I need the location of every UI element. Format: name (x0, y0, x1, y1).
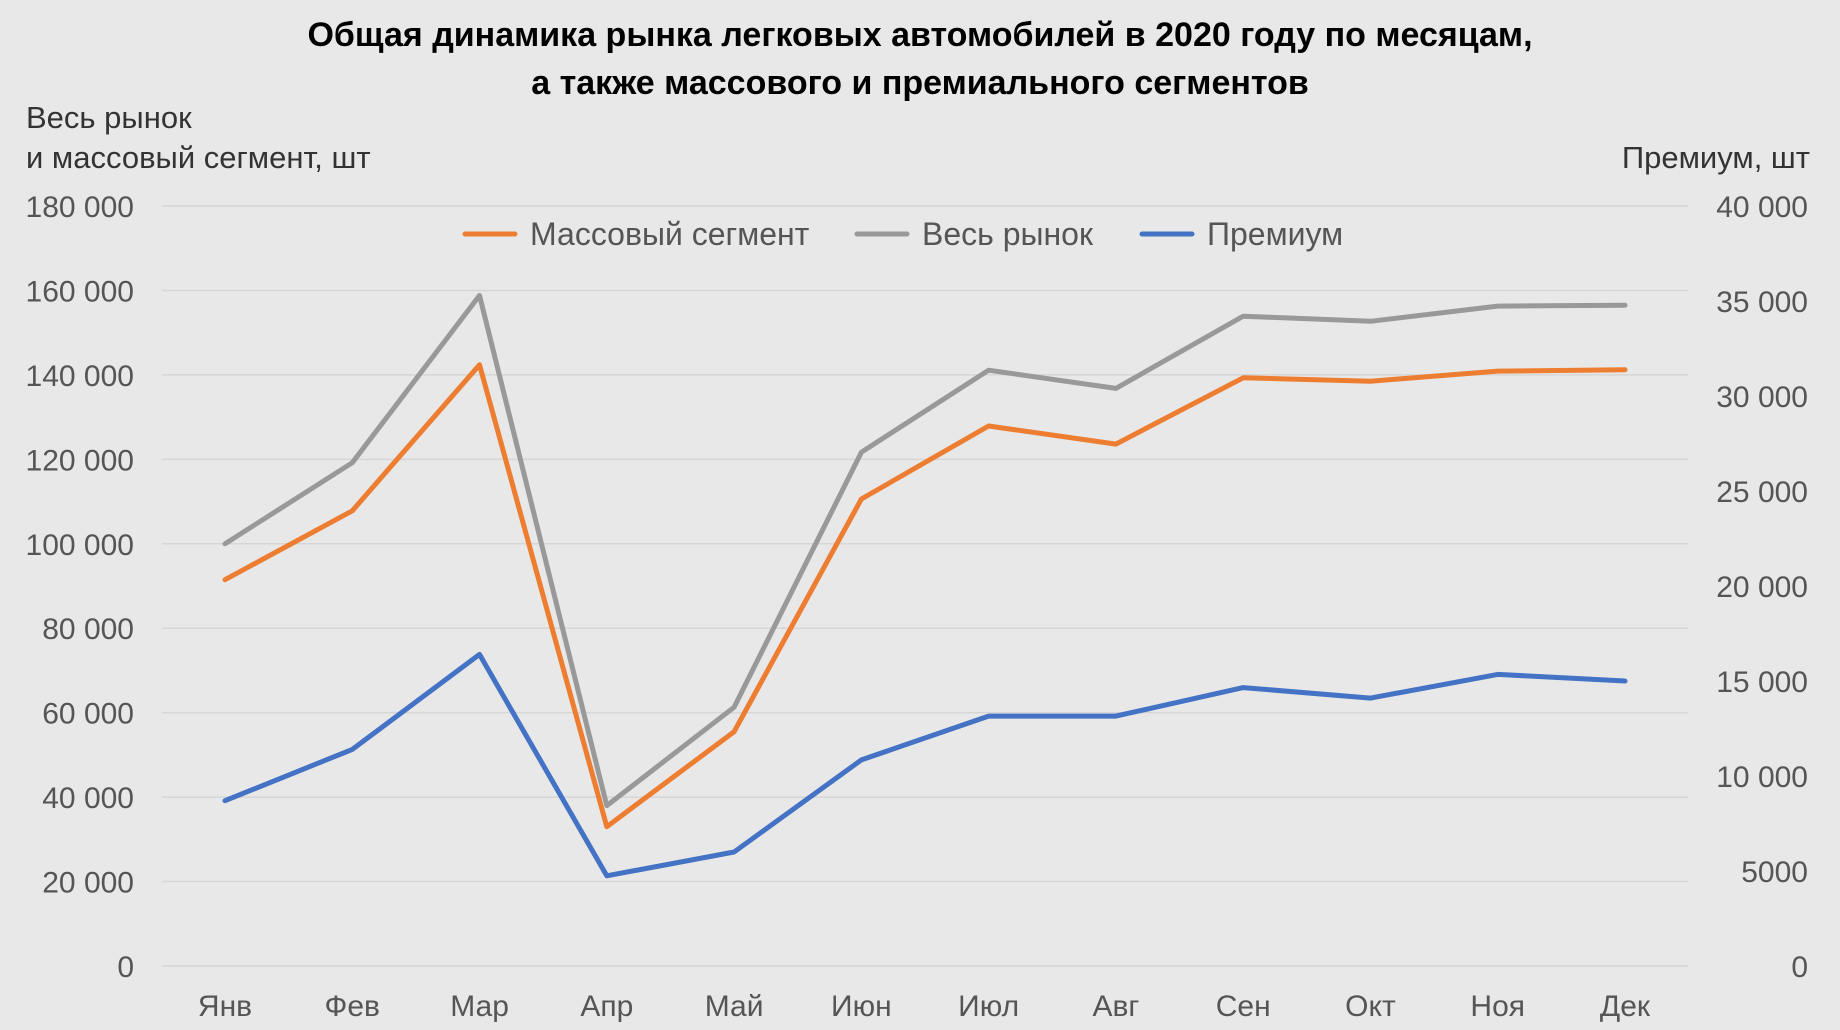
x-tick-label: Ноя (1470, 990, 1525, 1023)
x-tick-label: Фев (325, 990, 380, 1023)
x-tick-label: Окт (1345, 990, 1396, 1023)
left-tick-label: 0 (117, 951, 134, 984)
x-tick-label: Июн (831, 990, 892, 1023)
left-tick-label: 60 000 (42, 698, 134, 731)
left-tick-label: 40 000 (42, 782, 134, 815)
right-tick-label: 40 000 (1716, 191, 1808, 224)
legend-label-0: Массовый сегмент (530, 216, 810, 252)
right-tick-label: 20 000 (1716, 571, 1808, 604)
x-tick-label: Авг (1092, 990, 1139, 1023)
right-tick-label: 15 000 (1716, 666, 1808, 699)
series-line-2 (222, 651, 1628, 879)
left-tick-label: 160 000 (26, 275, 134, 308)
x-tick-label: Янв (198, 990, 252, 1023)
right-tick-label: 25 000 (1716, 476, 1808, 509)
series-lines (222, 293, 1628, 879)
legend-label-2: Премиум (1207, 216, 1343, 252)
x-tick-label: Дек (1600, 990, 1651, 1023)
series-line-0 (222, 362, 1628, 830)
x-tick-label: Май (705, 990, 764, 1023)
series-line-1 (222, 293, 1628, 809)
left-axis-title-line-2: и массовый сегмент, шт (26, 140, 371, 175)
left-tick-label: 140 000 (26, 360, 134, 393)
legend-label-1: Весь рынок (922, 216, 1094, 252)
right-axis-ticks: 0 5000 10 000 15 000 20 000 25 000 30 000 35 00… (1716, 191, 1808, 984)
legend: Массовый сегмент Весь рынок Премиум (462, 216, 1343, 252)
left-axis-ticks: 0 20 000 40 000 60 000 80 000 100 000 120 000 1… (26, 191, 134, 984)
left-tick-label: 120 000 (26, 444, 134, 477)
right-axis-title: Премиум, шт (1622, 140, 1810, 175)
left-tick-label: 100 000 (26, 529, 134, 562)
left-tick-label: 80 000 (42, 613, 134, 646)
right-tick-label: 10 000 (1716, 761, 1808, 794)
left-axis-title-line-1: Весь рынок (26, 100, 192, 135)
right-tick-label: 5000 (1741, 856, 1808, 889)
chart-title-line-2: а также массового и премиального сегмент… (531, 64, 1309, 102)
x-tick-label: Мар (450, 990, 509, 1023)
chart-title-line-1: Общая динамика рынка легковых автомобиле… (307, 16, 1532, 54)
gridlines (162, 205, 1688, 967)
left-tick-label: 20 000 (42, 867, 134, 900)
right-tick-label: 0 (1791, 951, 1808, 984)
x-tick-label: Июл (958, 990, 1019, 1023)
x-axis-ticks: Янв Фев Мар Апр Май Июн Июл Авг Сен Окт Ноя Дек (198, 990, 1651, 1023)
right-tick-label: 35 000 (1716, 286, 1808, 319)
left-tick-label: 180 000 (26, 191, 134, 224)
right-tick-label: 30 000 (1716, 381, 1808, 414)
x-tick-label: Сен (1216, 990, 1271, 1023)
x-tick-label: Апр (580, 990, 633, 1023)
